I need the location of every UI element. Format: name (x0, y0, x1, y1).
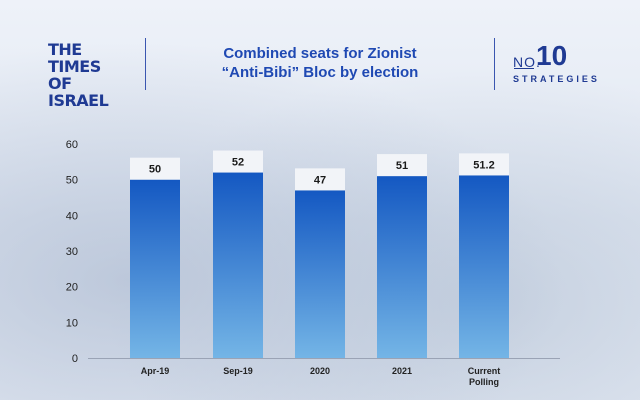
x-tick-label: Current Polling (468, 366, 501, 387)
y-tick-label: 40 (66, 210, 78, 222)
x-tick-label: 2020 (310, 366, 330, 376)
x-tick-label: Sep-19 (223, 366, 253, 376)
y-tick-label: 30 (66, 246, 78, 258)
chart-title-line-2: “Anti-Bibi” Bloc by election (221, 64, 419, 81)
x-axis: Apr-19 Sep-19 2020 2021 Current Polling (141, 366, 501, 387)
bars: 50 52 47 51 51.2 (130, 150, 509, 358)
data-label: 52 (232, 157, 244, 169)
logo-no-text: NO. (513, 54, 541, 70)
x-tick-label: Apr-19 (141, 366, 170, 376)
logo-line-2: OF ISRAEL (48, 74, 109, 110)
x-tick-label: 2021 (392, 366, 412, 376)
chart-title: Combined seats for Zionist “Anti-Bibi” B… (160, 44, 480, 82)
data-label: 51.2 (473, 159, 494, 171)
y-tick-label: 10 (66, 317, 78, 329)
logo-no-underline (514, 68, 534, 69)
data-label-box (377, 154, 427, 177)
y-tick-label: 50 (66, 175, 78, 187)
data-label-box (130, 157, 180, 180)
chart-title-line-1: Combined seats for Zionist (223, 45, 417, 62)
y-tick-label: 60 (66, 139, 78, 151)
header-divider-left (145, 38, 146, 90)
header-divider-right (494, 38, 495, 90)
bar (213, 172, 263, 358)
data-label-box (213, 150, 263, 173)
header: THE TIMES OF ISRAEL Combined seats for Z… (0, 0, 640, 109)
y-tick-label: 0 (72, 353, 78, 365)
data-label: 47 (314, 174, 326, 186)
y-axis: 0 10 20 30 40 50 60 (66, 139, 78, 365)
data-label: 51 (396, 160, 408, 172)
data-label-box (295, 168, 345, 191)
bar (130, 179, 180, 358)
bar (459, 175, 509, 358)
bar (377, 176, 427, 358)
bar (295, 190, 345, 358)
y-tick-label: 20 (66, 282, 78, 294)
logo-line-1: THE TIMES (48, 40, 101, 76)
logo-number: 10 (536, 40, 568, 71)
logo-strategies-text: STRATEGIES (513, 74, 600, 84)
data-label-box (459, 153, 509, 176)
data-label: 50 (149, 164, 161, 176)
times-of-israel-logo: THE TIMES OF ISRAEL (48, 41, 128, 109)
